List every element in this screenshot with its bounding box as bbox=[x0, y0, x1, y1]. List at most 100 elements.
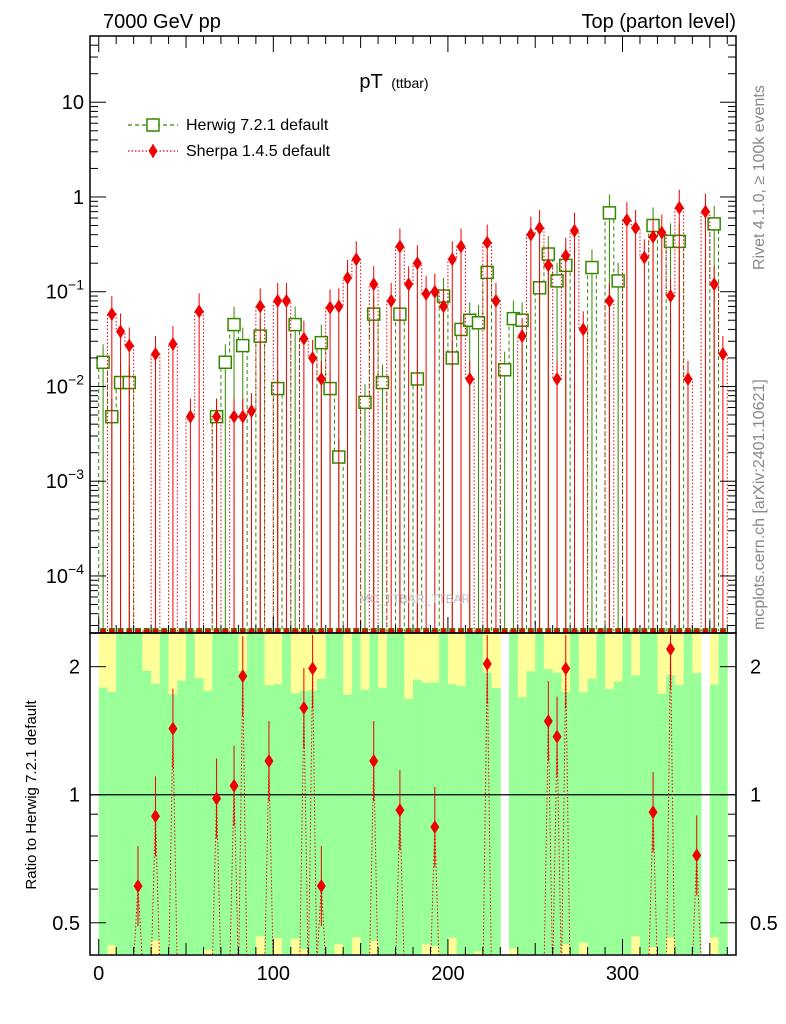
ratio-sherpa-point bbox=[369, 754, 379, 769]
ratio-band-stat bbox=[683, 634, 693, 954]
herwig-point bbox=[497, 363, 512, 377]
ratio-sherpa-point bbox=[648, 805, 658, 820]
ratio-sherpa-point bbox=[552, 729, 562, 744]
ratio-band-stat bbox=[709, 684, 719, 938]
tick-label-exponent: −2 bbox=[68, 371, 84, 387]
sherpa-point bbox=[447, 252, 457, 267]
tick-label-exponent: −3 bbox=[68, 466, 84, 482]
ratio-y-tick-label: 0.5 bbox=[52, 913, 80, 935]
sherpa-point bbox=[683, 371, 693, 386]
sherpa-point bbox=[456, 239, 466, 254]
ratio-y-tick-label-right: 1 bbox=[750, 785, 761, 807]
ratio-sherpa-point bbox=[238, 669, 248, 684]
main-y-tick-label: 1 bbox=[73, 187, 84, 209]
sherpa-point bbox=[168, 337, 178, 352]
ratio-band-stat bbox=[343, 694, 353, 954]
tick-label-exponent: −4 bbox=[68, 561, 84, 577]
header-right: Top (parton level) bbox=[581, 11, 736, 33]
herwig-point bbox=[218, 355, 233, 370]
ratio-band-stat bbox=[308, 690, 318, 954]
mcplots-label: mcplots.cern.ch [arXiv:2401.10621] bbox=[751, 379, 768, 630]
sherpa-point bbox=[150, 347, 160, 362]
ratio-band-stat bbox=[552, 672, 562, 954]
ratio-y-tick-label-right: 0.5 bbox=[750, 913, 778, 935]
legend-sherpa-marker bbox=[148, 144, 158, 158]
sherpa-point bbox=[299, 331, 309, 346]
ratio-band-stat bbox=[578, 692, 588, 943]
ratio-sherpa-point bbox=[692, 848, 702, 863]
ratio-band-stat bbox=[447, 684, 458, 938]
ratio-band-stat bbox=[299, 690, 309, 950]
ratio-band-stat bbox=[316, 678, 327, 954]
ratio-band-stat bbox=[421, 682, 431, 945]
ratio-band-stat bbox=[613, 681, 623, 954]
ratio-bands bbox=[90, 634, 736, 954]
ratio-band-stat bbox=[674, 685, 685, 954]
ratio-plot-data bbox=[133, 635, 702, 956]
ratio-band-stat bbox=[543, 669, 554, 954]
main-y-tick-label: 10 bbox=[62, 92, 84, 114]
herwig-point bbox=[288, 317, 302, 332]
sherpa-point bbox=[247, 404, 256, 419]
sherpa-point bbox=[465, 371, 475, 386]
tick-label-base: 10 bbox=[46, 282, 68, 304]
sherpa-point bbox=[666, 289, 676, 304]
ratio-x-tick-label: 0 bbox=[93, 963, 104, 985]
tick-label-base: 10 bbox=[46, 376, 68, 398]
analysis-watermark: MC_TTBAR_TTBAR bbox=[360, 592, 471, 606]
ratio-sherpa-point bbox=[430, 819, 440, 834]
ratio-band-stat bbox=[238, 670, 248, 954]
sherpa-point bbox=[185, 409, 195, 424]
sherpa-point bbox=[238, 409, 248, 424]
tick-label-base: 10 bbox=[62, 92, 84, 114]
ratio-band-stat bbox=[360, 689, 370, 954]
sherpa-point bbox=[194, 304, 204, 319]
sherpa-point bbox=[622, 213, 632, 228]
ratio-sherpa-point bbox=[308, 661, 318, 676]
ratio-sherpa-point bbox=[543, 714, 553, 729]
sherpa-point bbox=[325, 300, 335, 315]
sherpa-point bbox=[709, 277, 719, 292]
ratio-band-stat bbox=[605, 689, 615, 954]
sherpa-point bbox=[421, 286, 431, 301]
herwig-point bbox=[96, 355, 110, 370]
sherpa-point bbox=[648, 229, 658, 244]
sherpa-point bbox=[316, 371, 326, 386]
ratio-band-stat bbox=[639, 634, 650, 954]
ratio-band-stat bbox=[439, 634, 449, 954]
ratio-band-stat bbox=[657, 693, 667, 954]
tick-label-base: 1 bbox=[73, 187, 84, 209]
sherpa-point bbox=[212, 409, 222, 424]
ratio-band-stat bbox=[273, 684, 283, 939]
ratio-band-stat bbox=[282, 634, 292, 954]
sherpa-point bbox=[343, 270, 353, 285]
ratio-band-stat bbox=[255, 634, 265, 937]
main-y-tick-label: 10−2 bbox=[46, 371, 84, 398]
sherpa-point bbox=[552, 371, 562, 386]
header-left: 7000 GeV pp bbox=[103, 11, 221, 33]
legend: Herwig 7.2.1 default Sherpa 1.4.5 defaul… bbox=[128, 117, 331, 160]
ratio-band-stat bbox=[465, 634, 475, 954]
ratio-band-stat bbox=[194, 678, 204, 954]
ratio-sherpa-point bbox=[150, 809, 160, 824]
plot-title: pT (ttbar) bbox=[359, 71, 428, 93]
sherpa-point bbox=[674, 200, 684, 215]
ratio-band-stat bbox=[631, 675, 641, 937]
ratio-band-stat bbox=[587, 678, 597, 954]
ratio-sherpa-point bbox=[299, 700, 309, 715]
ratio-band-stat bbox=[378, 687, 388, 954]
sherpa-point bbox=[369, 277, 379, 292]
sherpa-point bbox=[482, 235, 492, 250]
ratio-band-stat bbox=[413, 679, 423, 954]
ratio-band-stat bbox=[491, 687, 501, 954]
ratio-sherpa-point bbox=[316, 879, 326, 894]
ratio-x-tick-label: 300 bbox=[606, 963, 639, 985]
ratio-band-stat bbox=[142, 670, 152, 954]
ratio-band-stat bbox=[290, 693, 300, 939]
sherpa-point bbox=[491, 293, 501, 308]
ratio-band-stat bbox=[526, 671, 536, 954]
herwig-point bbox=[602, 206, 617, 220]
ratio-band-stat bbox=[482, 672, 492, 954]
tick-label-base: 10 bbox=[46, 566, 68, 588]
herwig-point bbox=[227, 317, 241, 332]
